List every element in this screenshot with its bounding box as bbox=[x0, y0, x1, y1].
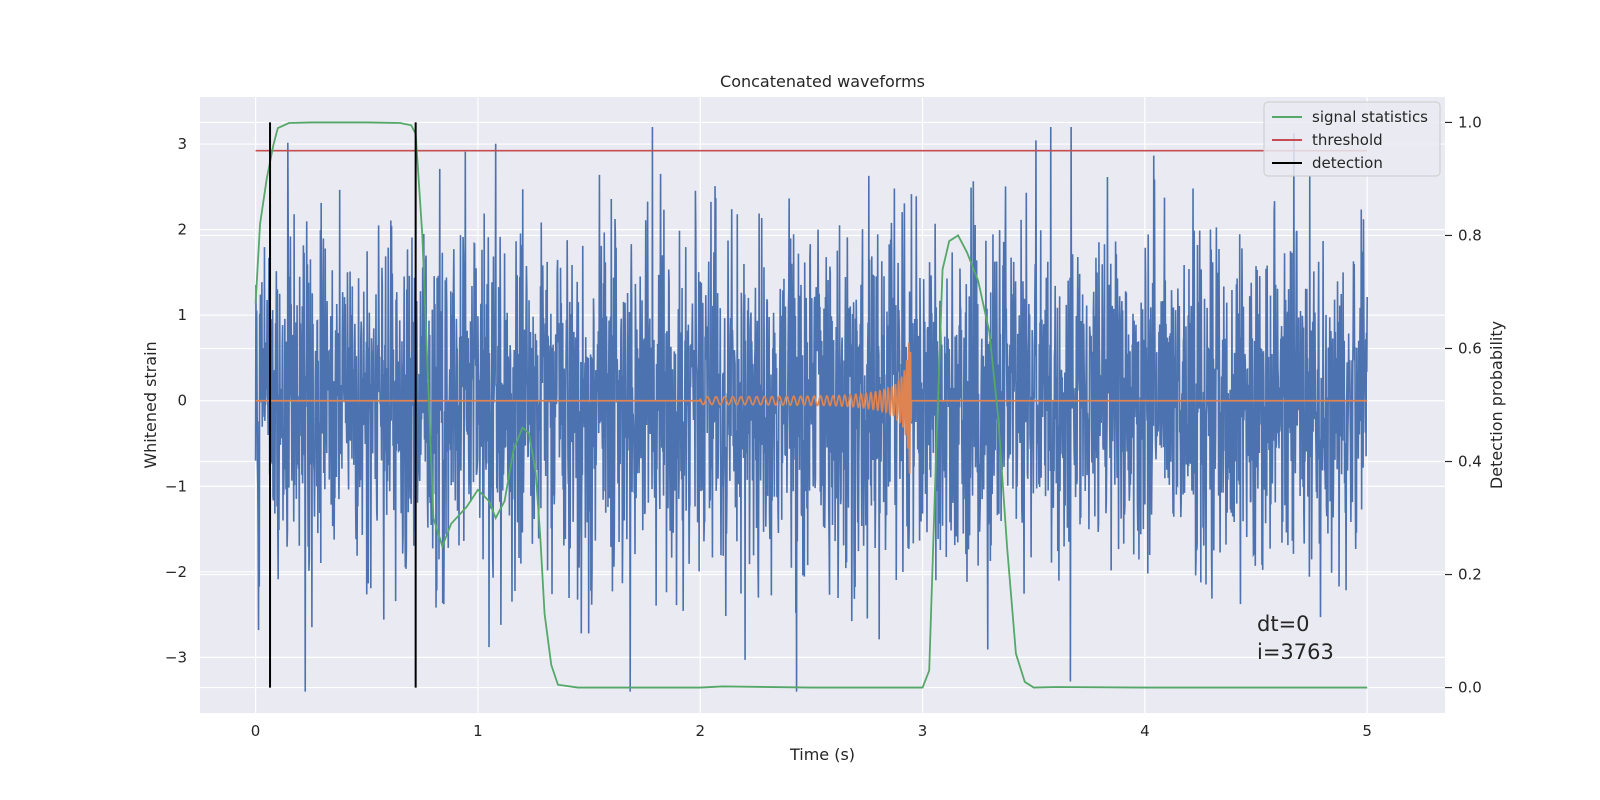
x-tick-label: 2 bbox=[695, 722, 705, 740]
x-tick-label: 0 bbox=[251, 722, 261, 740]
annotation-index: i=3763 bbox=[1257, 640, 1334, 664]
x-axis-label: Time (s) bbox=[789, 745, 855, 764]
y-tick-label: −1 bbox=[165, 477, 187, 495]
x-tick-label: 5 bbox=[1362, 722, 1372, 740]
y2-axis-label: Detection probability bbox=[1487, 321, 1506, 489]
y2-tick-label: 0.8 bbox=[1458, 226, 1482, 244]
y-tick-label: 3 bbox=[177, 135, 187, 153]
chart-title: Concatenated waveforms bbox=[720, 72, 925, 91]
legend-item-threshold: threshold bbox=[1312, 131, 1383, 149]
series-template bbox=[255, 342, 1368, 474]
legend: signal statistics threshold detection bbox=[1263, 101, 1441, 177]
annotation-dt: dt=0 bbox=[1257, 612, 1310, 636]
y2-tick-label: 0.2 bbox=[1458, 566, 1482, 584]
y-tick-label: −3 bbox=[165, 648, 187, 666]
y-tick-label: 0 bbox=[177, 392, 187, 410]
y2-tick-label: 1.0 bbox=[1458, 113, 1482, 131]
legend-item-signal-statistics: signal statistics bbox=[1312, 108, 1428, 126]
y2-tick-label: 0.0 bbox=[1458, 679, 1482, 697]
series-detection bbox=[269, 122, 417, 688]
y-tick-label: 2 bbox=[177, 221, 187, 239]
series-whitened-strain bbox=[254, 126, 1368, 692]
axis-ticks: 0 1 2 3 4 5 −3 −2 −1 0 1 2 3 0.0 0.2 0.4 0.6 0.8 1.0 bbox=[165, 113, 1482, 740]
legend-item-detection: detection bbox=[1312, 154, 1383, 172]
x-tick-label: 4 bbox=[1140, 722, 1150, 740]
series-signal-statistics bbox=[254, 121, 1368, 689]
y-axis-label: Whitened strain bbox=[141, 341, 160, 468]
y-tick-label: −2 bbox=[165, 563, 187, 581]
y2-tick-label: 0.6 bbox=[1458, 339, 1482, 357]
y2-tick-label: 0.4 bbox=[1458, 453, 1482, 471]
data-layer bbox=[254, 121, 1368, 692]
legend-box bbox=[1263, 101, 1441, 177]
x-tick-label: 1 bbox=[473, 722, 483, 740]
x-tick-label: 3 bbox=[918, 722, 928, 740]
y-tick-label: 1 bbox=[177, 306, 187, 324]
